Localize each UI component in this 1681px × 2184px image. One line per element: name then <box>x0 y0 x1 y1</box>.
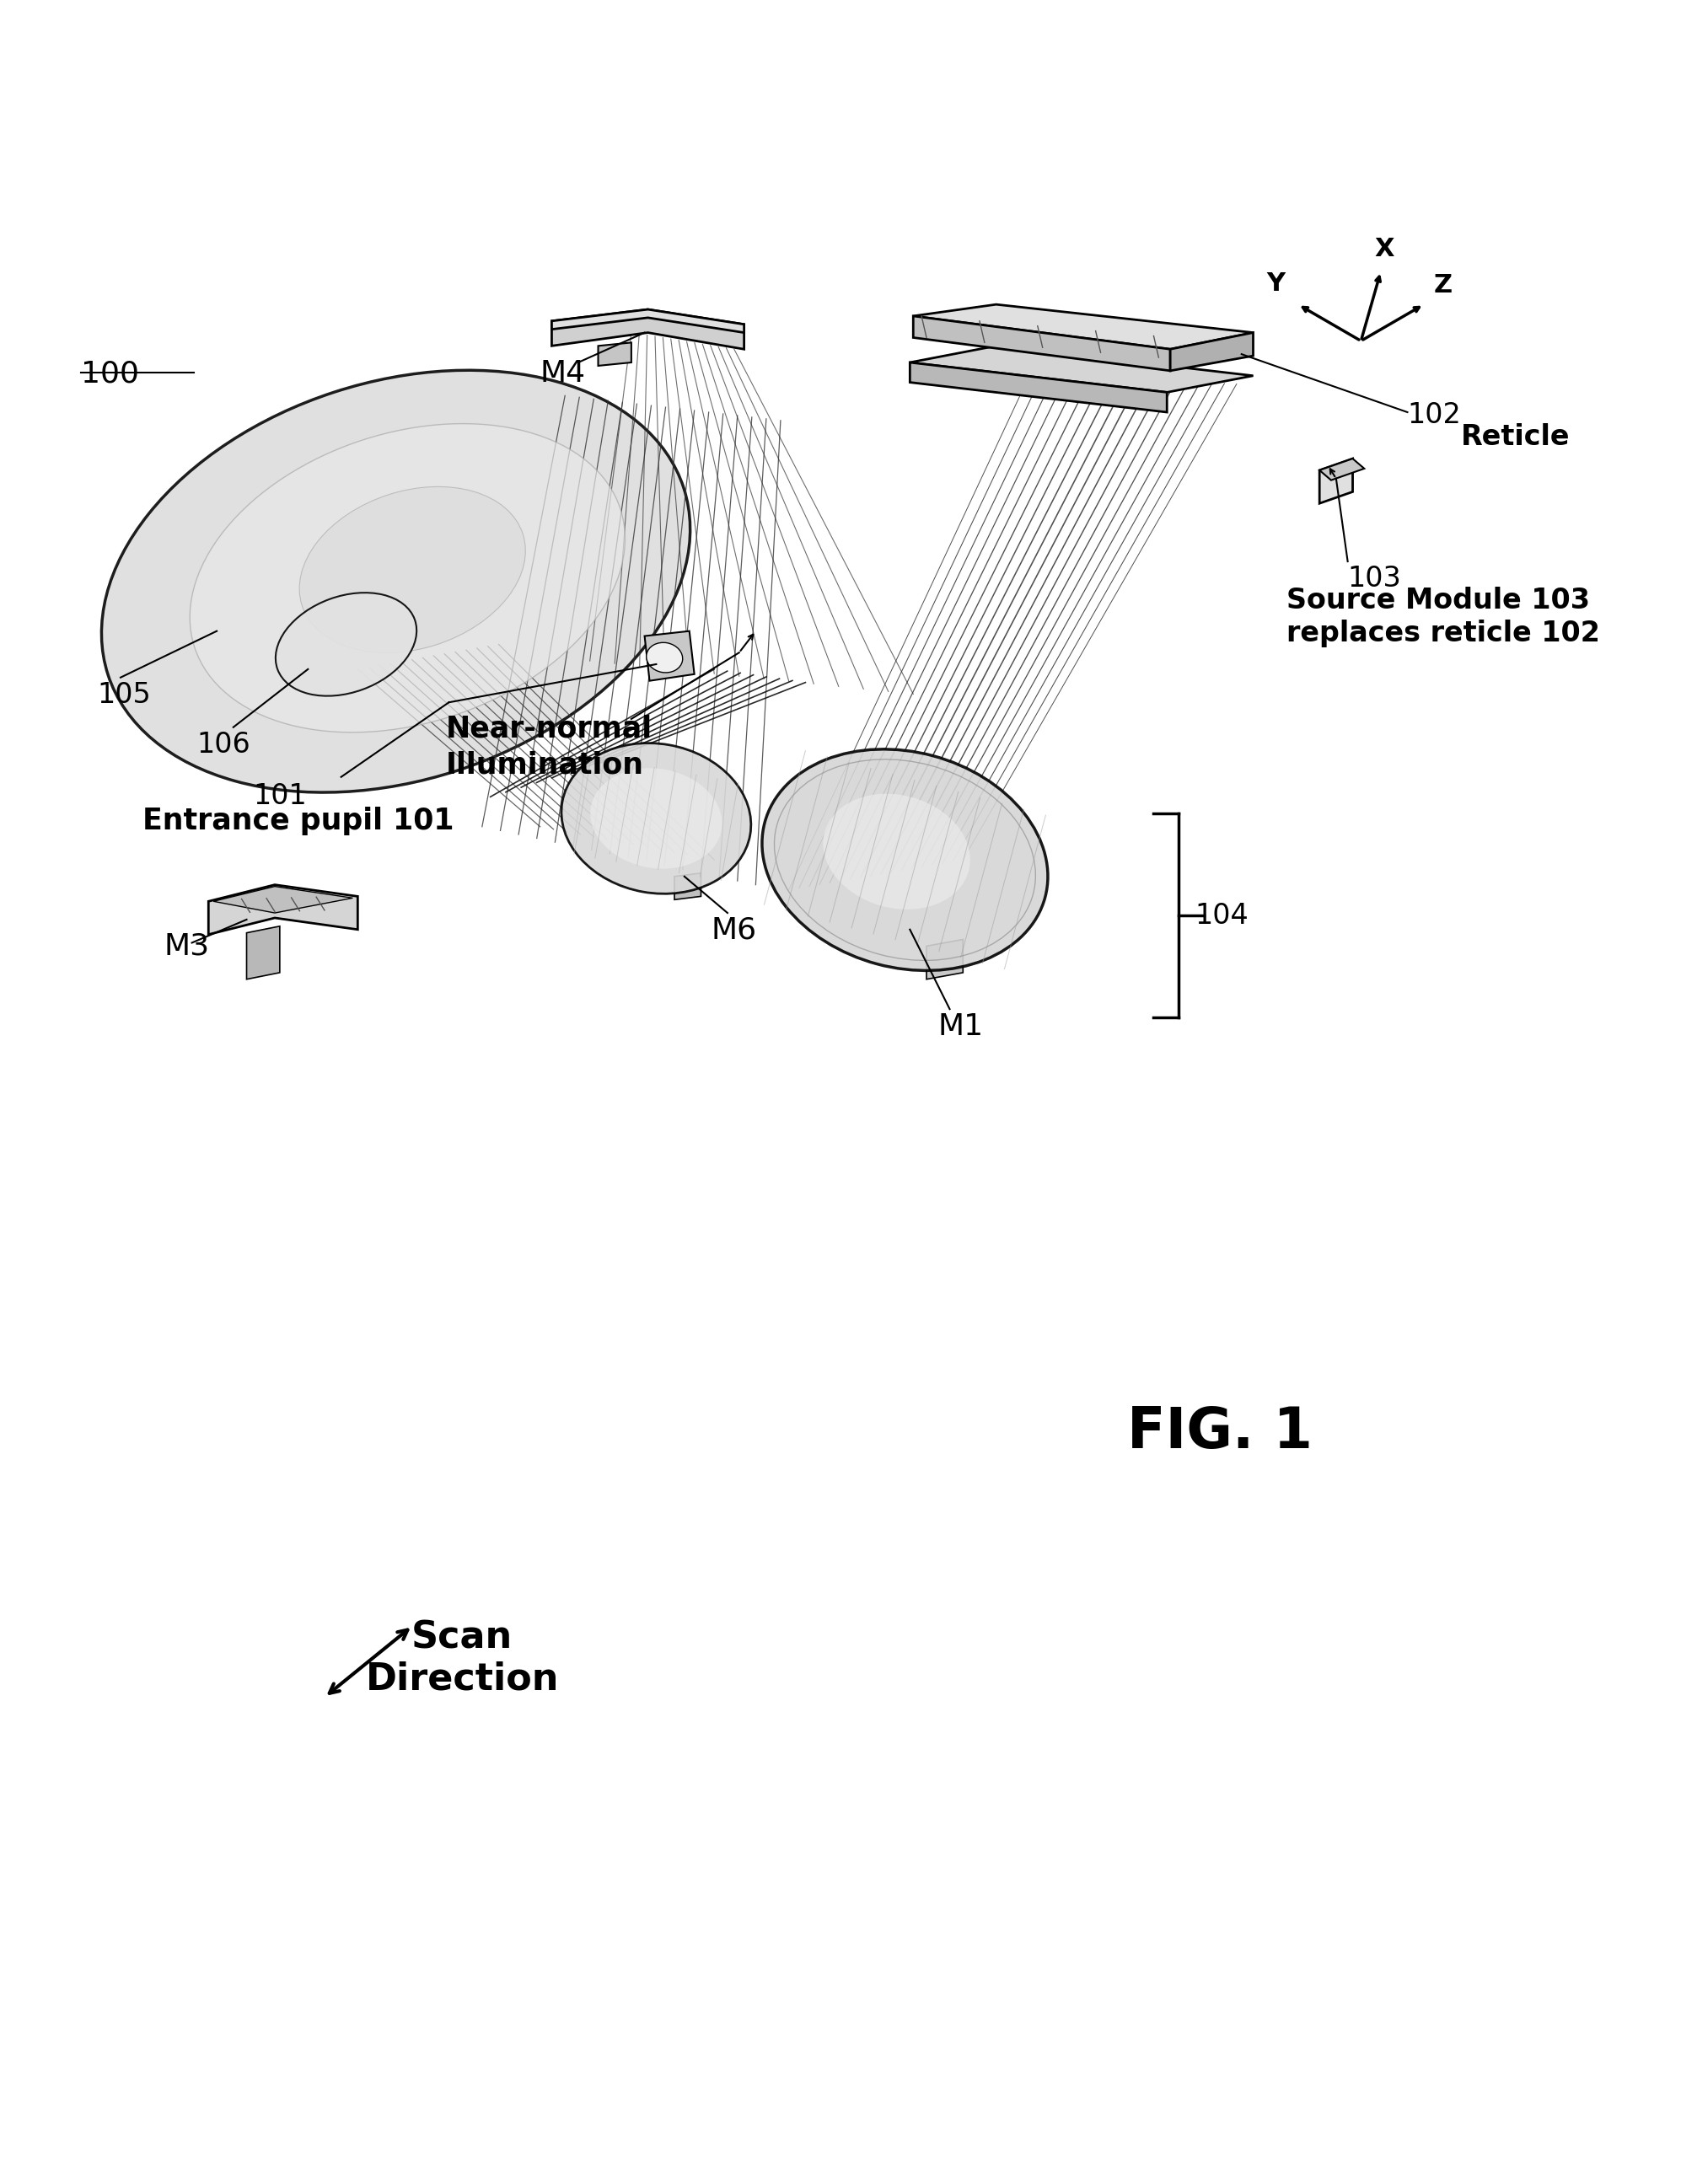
Ellipse shape <box>561 743 751 893</box>
Polygon shape <box>213 887 353 913</box>
Polygon shape <box>551 310 745 349</box>
Polygon shape <box>909 345 1252 393</box>
Text: 104: 104 <box>1195 902 1249 930</box>
Text: Z: Z <box>1434 273 1452 297</box>
Polygon shape <box>247 926 279 978</box>
Polygon shape <box>909 363 1167 413</box>
Polygon shape <box>1170 332 1252 371</box>
Text: 100: 100 <box>81 358 140 389</box>
Ellipse shape <box>276 592 417 697</box>
Text: X: X <box>1375 236 1394 262</box>
Text: FIG. 1: FIG. 1 <box>1128 1404 1313 1459</box>
Polygon shape <box>551 310 745 332</box>
Text: 103: 103 <box>1348 566 1402 592</box>
Ellipse shape <box>824 793 970 909</box>
Text: Y: Y <box>1266 271 1284 297</box>
Ellipse shape <box>190 424 625 732</box>
Polygon shape <box>644 631 694 681</box>
Polygon shape <box>1320 459 1353 502</box>
Polygon shape <box>913 304 1252 349</box>
Text: Illumination: Illumination <box>445 751 644 780</box>
Polygon shape <box>208 885 358 935</box>
Polygon shape <box>913 317 1170 371</box>
Text: 105: 105 <box>97 681 151 708</box>
Text: 106: 106 <box>197 729 250 758</box>
Ellipse shape <box>590 769 723 869</box>
Ellipse shape <box>101 371 691 793</box>
Text: Scan: Scan <box>412 1621 513 1655</box>
Text: M3: M3 <box>163 933 210 961</box>
Text: M6: M6 <box>711 917 756 946</box>
Polygon shape <box>674 874 701 900</box>
Text: M1: M1 <box>938 1013 983 1042</box>
Text: 101: 101 <box>254 782 308 810</box>
Text: replaces reticle 102: replaces reticle 102 <box>1286 620 1600 646</box>
Polygon shape <box>926 939 963 978</box>
Text: Source Module 103: Source Module 103 <box>1286 585 1590 614</box>
Ellipse shape <box>646 642 682 673</box>
Text: M4: M4 <box>540 358 585 389</box>
Text: Direction: Direction <box>365 1662 558 1697</box>
Text: Near-normal: Near-normal <box>445 714 652 743</box>
Ellipse shape <box>761 749 1047 970</box>
Text: 102: 102 <box>1407 402 1461 430</box>
Ellipse shape <box>299 487 526 653</box>
Text: Entrance pupil 101: Entrance pupil 101 <box>143 806 454 836</box>
Polygon shape <box>1320 459 1365 480</box>
Text: Reticle: Reticle <box>1461 424 1570 450</box>
Polygon shape <box>598 343 632 365</box>
